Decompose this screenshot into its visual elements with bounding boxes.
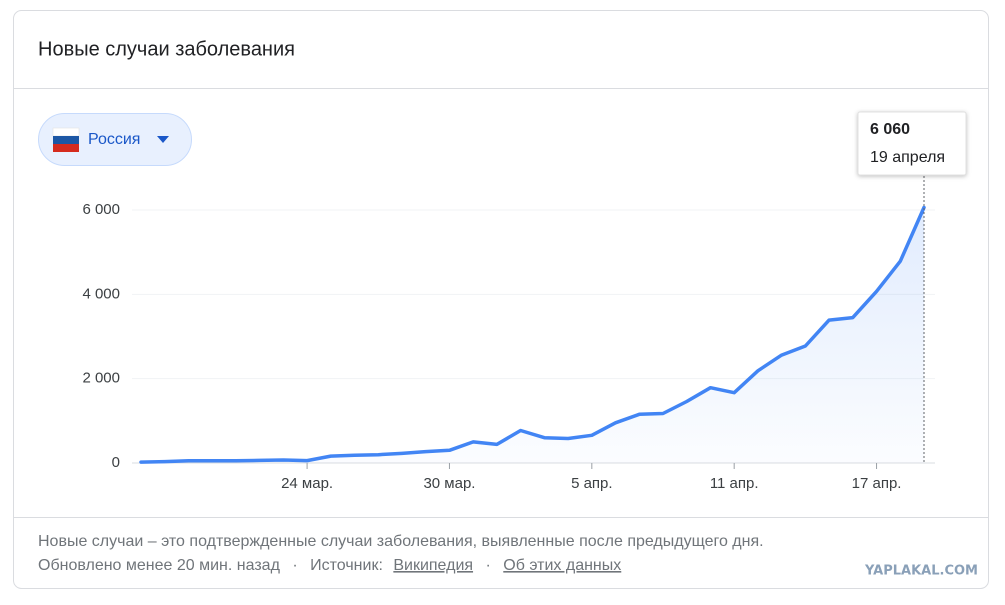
country-selector[interactable]: Россия <box>38 113 192 166</box>
country-name[interactable]: Россия <box>88 131 140 148</box>
plot: 0 2 000 4 000 6 000 24 мар. 30 мар. 5 апр. 11 а… <box>82 111 967 492</box>
x-tick-label: 11 апр. <box>710 475 759 492</box>
separator: · <box>292 557 297 574</box>
y-tick-label: 4 000 <box>82 285 120 302</box>
x-tick-label: 24 мар. <box>281 475 333 492</box>
footer-note: Новые случаи – это подтвержденные случаи… <box>38 533 764 550</box>
source-link[interactable]: Википедия <box>393 557 473 574</box>
x-tick-label: 17 апр. <box>852 475 902 492</box>
selector-pill[interactable] <box>38 113 192 166</box>
source-label: Источник: <box>310 557 383 574</box>
tooltip-date: 19 апреля <box>870 149 945 166</box>
card-title: Новые случаи заболевания <box>38 38 295 60</box>
y-tick-label: 0 <box>112 454 120 471</box>
footer-meta: Обновлено менее 20 мин. назад · Источник… <box>38 557 621 574</box>
card-border <box>13 10 989 589</box>
updated: Обновлено менее 20 мин. назад <box>38 557 281 574</box>
flag-blue <box>53 136 79 144</box>
watermark: YAPLAKAL.COM <box>864 564 978 579</box>
flag-red <box>53 144 79 152</box>
tooltip-value: 6 060 <box>870 121 910 138</box>
tooltip-box <box>857 111 967 176</box>
flag-white <box>52 127 80 137</box>
tooltip: 6 060 19 апреля <box>857 111 967 176</box>
x-tick-label: 30 мар. <box>423 475 475 492</box>
area <box>141 207 924 463</box>
about-link[interactable]: Об этих данных <box>503 557 621 574</box>
x-tick-label: 5 апр. <box>571 475 612 492</box>
separator: · <box>486 557 491 574</box>
y-tick-label: 2 000 <box>82 370 120 387</box>
y-tick-label: 6 000 <box>82 201 120 218</box>
dropdown-arrow[interactable] <box>157 136 169 143</box>
line <box>139 205 926 464</box>
